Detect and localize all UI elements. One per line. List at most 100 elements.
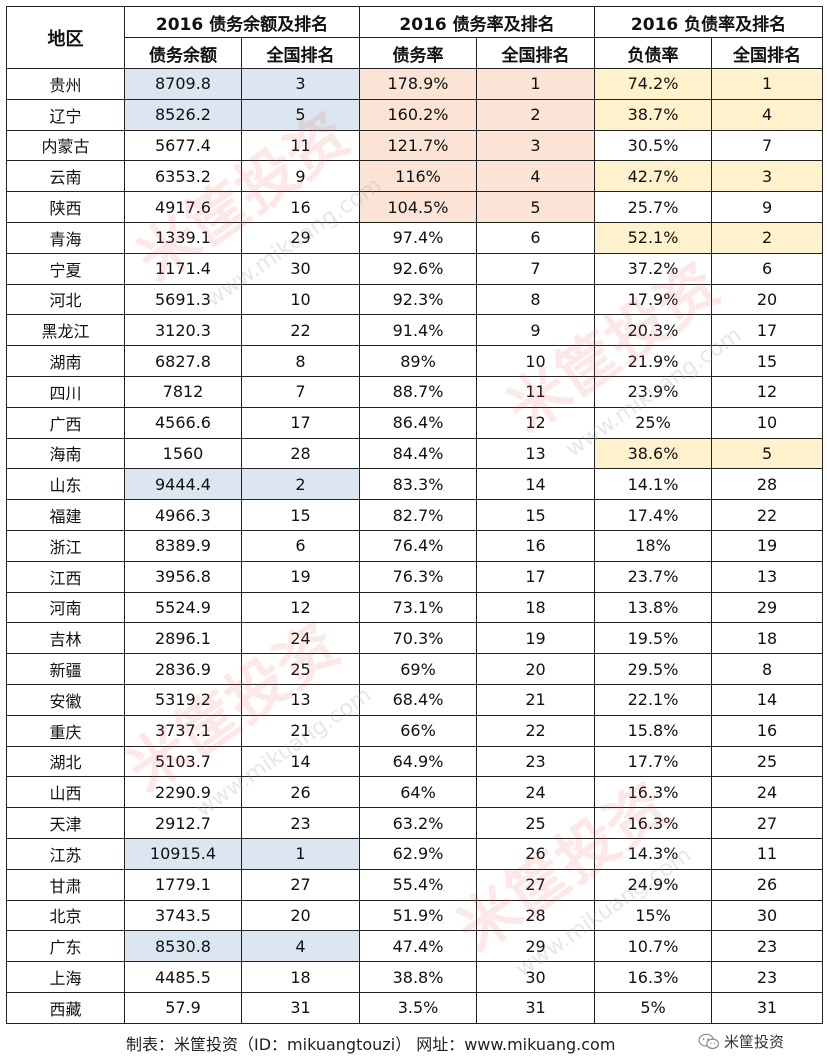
cell-region: 青海 bbox=[6, 221, 125, 254]
cell-balance: 8709.8 bbox=[124, 68, 242, 100]
cell-balance: 4917.6 bbox=[124, 191, 242, 223]
cell-balance-rank: 7 bbox=[240, 375, 361, 408]
cell-balance-rank: 26 bbox=[240, 776, 361, 809]
table-row: 陕西 4917.6 16 104.5% 5 25.7% 9 bbox=[6, 191, 824, 223]
cell-debt-rate-rank: 18 bbox=[476, 591, 596, 624]
cell-balance: 3737.1 bbox=[124, 714, 242, 747]
cell-liability-ratio-rank: 17 bbox=[711, 314, 824, 347]
cell-liability-ratio: 42.7% bbox=[594, 160, 713, 193]
cell-debt-rate-rank: 20 bbox=[476, 653, 596, 685]
table-row: 山东 9444.4 2 83.3% 14 14.1% 28 bbox=[6, 468, 824, 501]
cell-debt-rate-rank: 8 bbox=[476, 283, 596, 316]
cell-liability-ratio-rank: 10 bbox=[711, 406, 824, 439]
cell-region: 上海 bbox=[6, 961, 125, 993]
cell-region: 西藏 bbox=[6, 991, 125, 1024]
cell-debt-rate: 63.2% bbox=[359, 807, 478, 839]
cell-balance: 4485.5 bbox=[124, 961, 242, 993]
cell-debt-rate: 91.4% bbox=[359, 314, 478, 347]
cell-region: 陕西 bbox=[6, 191, 125, 223]
table-row: 北京 3743.5 20 51.9% 28 15% 30 bbox=[6, 899, 824, 932]
table-row: 天津 2912.7 23 63.2% 25 16.3% 27 bbox=[6, 807, 824, 839]
cell-region: 辽宁 bbox=[6, 98, 125, 131]
cell-liability-ratio-rank: 1 bbox=[711, 68, 824, 100]
table-row: 上海 4485.5 18 38.8% 30 16.3% 23 bbox=[6, 961, 824, 993]
table-row: 青海 1339.1 29 97.4% 6 52.1% 2 bbox=[6, 221, 824, 254]
cell-balance-rank: 9 bbox=[240, 160, 361, 193]
cell-debt-rate: 38.8% bbox=[359, 961, 478, 993]
cell-liability-ratio: 21.9% bbox=[594, 345, 713, 377]
cell-liability-ratio-rank: 13 bbox=[711, 560, 824, 593]
cell-region: 广西 bbox=[6, 406, 125, 439]
cell-liability-ratio-rank: 27 bbox=[711, 807, 824, 839]
table-row: 辽宁 8526.2 5 160.2% 2 38.7% 4 bbox=[6, 98, 824, 131]
cell-balance-rank: 20 bbox=[240, 899, 361, 932]
cell-balance-rank: 14 bbox=[240, 745, 361, 778]
cell-balance-rank: 29 bbox=[240, 221, 361, 254]
cell-debt-rate-rank: 26 bbox=[476, 837, 596, 870]
cell-liability-ratio: 14.1% bbox=[594, 468, 713, 501]
table-row: 云南 6353.2 9 116% 4 42.7% 3 bbox=[6, 160, 824, 193]
cell-debt-rate: 66% bbox=[359, 714, 478, 747]
cell-balance: 5524.9 bbox=[124, 591, 242, 624]
footer: 制表：米筐投资（ID：mikuangtouzi） 网址：www.mikuang.… bbox=[0, 1026, 827, 1056]
table-row: 福建 4966.3 15 82.7% 15 17.4% 22 bbox=[6, 499, 824, 531]
cell-balance: 2836.9 bbox=[124, 653, 242, 685]
cell-liability-ratio: 22.1% bbox=[594, 683, 713, 716]
cell-balance: 2896.1 bbox=[124, 622, 242, 655]
cell-balance: 1339.1 bbox=[124, 221, 242, 254]
cell-region: 湖北 bbox=[6, 745, 125, 778]
cell-liability-ratio: 15.8% bbox=[594, 714, 713, 747]
cell-liability-ratio-rank: 23 bbox=[711, 961, 824, 993]
table-row: 河南 5524.9 12 73.1% 18 13.8% 29 bbox=[6, 591, 824, 624]
cell-debt-rate: 68.4% bbox=[359, 683, 478, 716]
cell-liability-ratio-rank: 15 bbox=[711, 345, 824, 377]
cell-liability-ratio: 74.2% bbox=[594, 68, 713, 100]
cell-balance-rank: 24 bbox=[240, 622, 361, 655]
cell-liability-ratio-rank: 31 bbox=[711, 991, 824, 1024]
cell-liability-ratio-rank: 4 bbox=[711, 98, 824, 131]
cell-debt-rate-rank: 30 bbox=[476, 961, 596, 993]
cell-balance: 5677.4 bbox=[124, 129, 242, 162]
cell-liability-ratio: 14.3% bbox=[594, 837, 713, 870]
cell-liability-ratio: 16.3% bbox=[594, 776, 713, 809]
cell-liability-ratio-rank: 14 bbox=[711, 683, 824, 716]
cell-liability-ratio: 52.1% bbox=[594, 221, 713, 254]
cell-balance-rank: 8 bbox=[240, 345, 361, 377]
cell-balance: 6353.2 bbox=[124, 160, 242, 193]
table-row: 广东 8530.8 4 47.4% 29 10.7% 23 bbox=[6, 930, 824, 963]
header-area: 地区 bbox=[6, 6, 125, 69]
cell-debt-rate-rank: 31 bbox=[476, 991, 596, 1024]
cell-balance: 3743.5 bbox=[124, 899, 242, 932]
cell-region: 海南 bbox=[6, 437, 125, 470]
debt-ranking-table: 地区 2016 债务余额及排名 2016 债务率及排名 2016 负债率及排名 … bbox=[6, 6, 824, 1024]
cell-region: 山东 bbox=[6, 468, 125, 501]
cell-debt-rate: 82.7% bbox=[359, 499, 478, 531]
cell-debt-rate: 70.3% bbox=[359, 622, 478, 655]
cell-debt-rate-rank: 16 bbox=[476, 529, 596, 562]
cell-debt-rate-rank: 28 bbox=[476, 899, 596, 932]
cell-liability-ratio-rank: 26 bbox=[711, 868, 824, 901]
cell-debt-rate-rank: 17 bbox=[476, 560, 596, 593]
cell-balance: 3956.8 bbox=[124, 560, 242, 593]
header-balance-rank: 全国排名 bbox=[240, 37, 361, 69]
cell-region: 内蒙古 bbox=[6, 129, 125, 162]
cell-liability-ratio: 18% bbox=[594, 529, 713, 562]
cell-balance: 5319.2 bbox=[124, 683, 242, 716]
header-group-liability-ratio: 2016 负债率及排名 bbox=[594, 6, 824, 38]
cell-balance: 10915.4 bbox=[124, 837, 242, 870]
cell-liability-ratio: 23.9% bbox=[594, 375, 713, 408]
cell-debt-rate-rank: 10 bbox=[476, 345, 596, 377]
table-row: 贵州 8709.8 3 178.9% 1 74.2% 1 bbox=[6, 68, 824, 100]
cell-debt-rate-rank: 13 bbox=[476, 437, 596, 470]
cell-debt-rate-rank: 11 bbox=[476, 375, 596, 408]
cell-liability-ratio: 19.5% bbox=[594, 622, 713, 655]
table-row: 四川 7812 7 88.7% 11 23.9% 12 bbox=[6, 375, 824, 408]
header-balance: 债务余额 bbox=[124, 37, 242, 69]
cell-balance: 7812 bbox=[124, 375, 242, 408]
cell-balance: 8530.8 bbox=[124, 930, 242, 963]
table-row: 安徽 5319.2 13 68.4% 21 22.1% 14 bbox=[6, 683, 824, 716]
cell-region: 四川 bbox=[6, 375, 125, 408]
cell-liability-ratio: 25.7% bbox=[594, 191, 713, 223]
cell-balance-rank: 28 bbox=[240, 437, 361, 470]
cell-region: 河北 bbox=[6, 283, 125, 316]
